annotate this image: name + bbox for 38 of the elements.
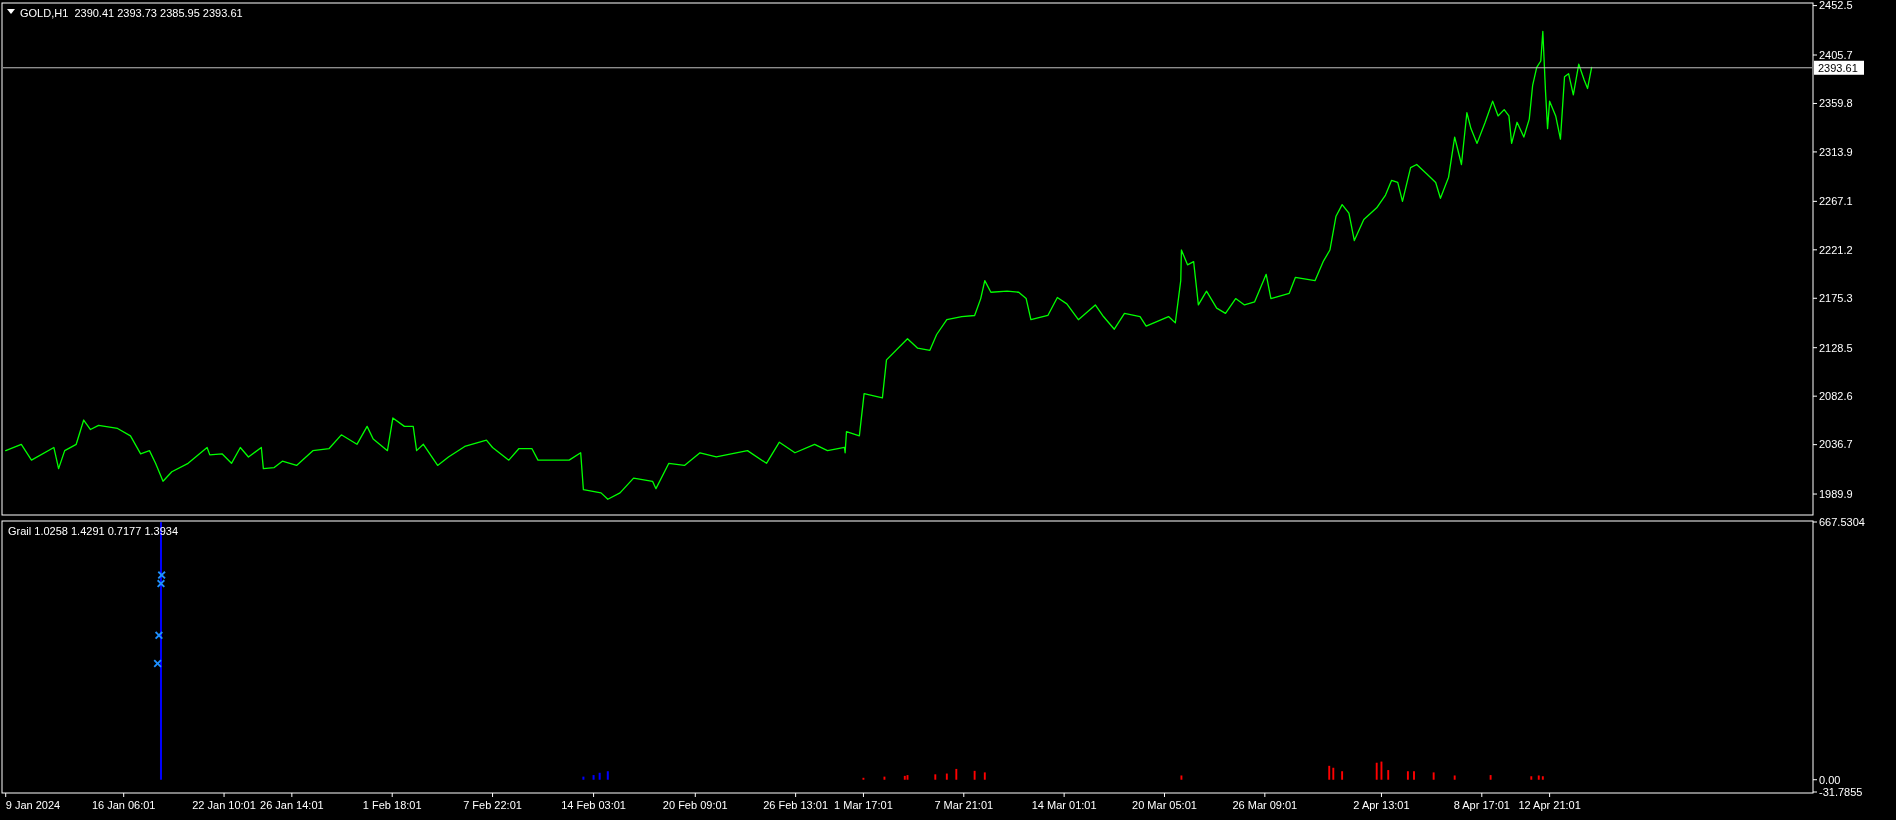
y-tick-label: -31.7855 <box>1819 785 1863 798</box>
y-tick-label: 2082.6 <box>1819 390 1853 403</box>
x-tick-label: 14 Feb 03:01 <box>561 799 626 811</box>
line-series <box>5 30 1593 500</box>
x-tick-label: 7 Mar 21:01 <box>934 799 994 811</box>
y-tick-label: 2452.5 <box>1819 0 1853 12</box>
x-tick-label: 14 Mar 01:01 <box>1031 799 1097 811</box>
x-tick-label: 1 Mar 17:01 <box>834 799 893 811</box>
y-tick-label: 2175.3 <box>1819 292 1853 305</box>
y-tick-label: 2313.9 <box>1819 145 1853 158</box>
x-tick-label: 26 Mar 09:01 <box>1232 799 1298 811</box>
y-tick-label: 2036.7 <box>1819 438 1853 451</box>
x-tick-label: 1 Feb 18:01 <box>362 799 422 811</box>
x-tick-label: 8 Apr 17:01 <box>1453 799 1510 811</box>
x-tick-label: 20 Feb 09:01 <box>662 799 728 811</box>
y-tick-label: 1989.9 <box>1819 487 1853 500</box>
x-tick-label: 26 Feb 13:01 <box>763 799 829 811</box>
x-tick-label: 12 Apr 21:01 <box>1518 799 1581 811</box>
y-tick-label: 2405.7 <box>1819 48 1853 61</box>
x-tick-label: 22 Jan 10:01 <box>192 799 256 811</box>
x-tick-label: 26 Jan 14:01 <box>260 799 324 811</box>
bar <box>598 772 601 780</box>
bar <box>582 776 585 780</box>
chart-title: GOLD,H1 2390.41 2393.73 2385.95 2393.61 <box>20 7 243 19</box>
x-tick-label: 7 Feb 22:01 <box>463 799 522 811</box>
y-tick-label: 2221.2 <box>1819 243 1853 256</box>
x-tick-label: 20 Mar 05:01 <box>1132 799 1197 811</box>
y-tick-label: 2128.5 <box>1819 341 1853 354</box>
y-tick-label: 2359.8 <box>1819 97 1853 110</box>
x-tick-label: 16 Jan 06:01 <box>91 799 156 811</box>
x-tick-label: 2 Apr 13:01 <box>1353 799 1410 811</box>
y-tick-label: 0.00 <box>1819 773 1841 786</box>
x-tick-label: 9 Jan 2024 <box>5 799 61 811</box>
bar <box>606 771 609 780</box>
y-tick-label: 2267.1 <box>1819 195 1853 208</box>
y-tick-label: 667.5304 <box>1819 515 1865 528</box>
ref-line-label: 2393.61 <box>1818 61 1858 74</box>
bar <box>592 775 595 780</box>
